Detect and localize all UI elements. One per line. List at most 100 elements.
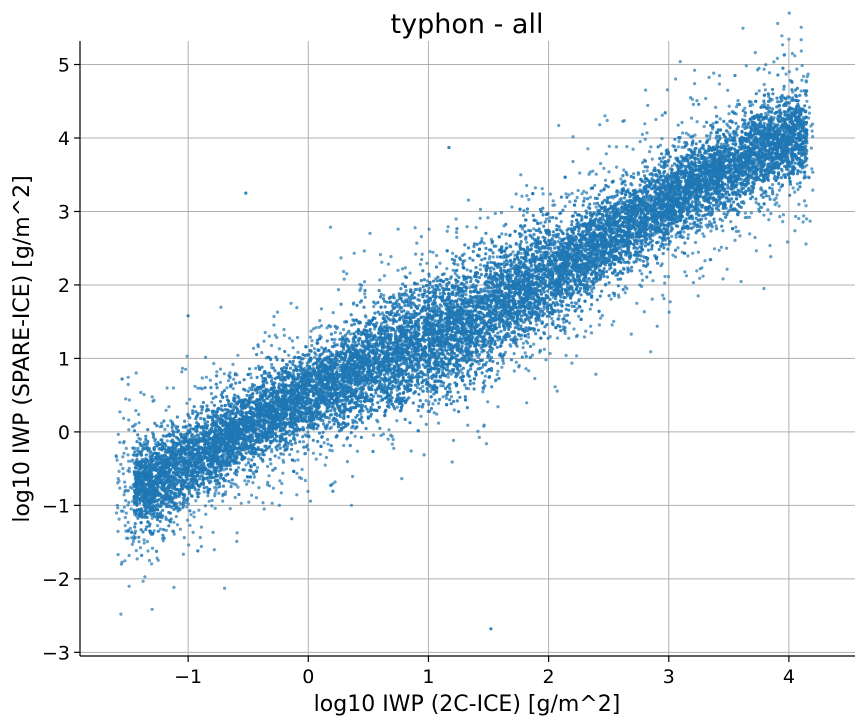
scatter-point: [471, 258, 475, 262]
scatter-point: [771, 107, 775, 111]
scatter-point: [212, 403, 216, 407]
scatter-point: [795, 172, 800, 176]
scatter-point: [561, 208, 565, 212]
scatter-point: [573, 199, 578, 203]
scatter-point: [705, 120, 709, 124]
scatter-point: [283, 349, 287, 354]
scatter-point: [466, 369, 470, 373]
scatter-point: [410, 347, 414, 351]
scatter-point: [474, 265, 478, 270]
scatter-point: [349, 431, 353, 435]
scatter-point: [798, 181, 802, 185]
scatter-point: [794, 93, 798, 97]
scatter-point: [191, 411, 195, 415]
scatter-point: [463, 395, 467, 399]
scatter-point: [777, 182, 781, 186]
scatter-point: [483, 257, 487, 261]
scatter-point: [350, 323, 354, 327]
scatter-point: [768, 197, 772, 201]
scatter-point: [564, 307, 568, 311]
scatter-point: [774, 178, 778, 183]
chart-title: typhon - all: [391, 9, 544, 40]
scatter-point: [373, 311, 377, 315]
scatter-point: [364, 426, 368, 431]
scatter-point: [532, 232, 536, 237]
scatter-point: [339, 302, 343, 306]
scatter-point: [429, 407, 434, 411]
scatter-point: [140, 553, 144, 558]
scatter-point: [619, 277, 623, 281]
scatter-point: [602, 267, 606, 271]
scatter-point: [607, 281, 611, 285]
scatter-point: [389, 300, 393, 304]
scatter-point: [750, 195, 755, 199]
scatter-point: [214, 395, 218, 399]
scatter-point: [616, 277, 620, 281]
scatter-point: [133, 522, 137, 526]
scatter-point: [543, 220, 547, 224]
scatter-point: [277, 382, 281, 386]
scatter-point: [699, 221, 703, 225]
scatter-point: [433, 398, 437, 402]
scatter-point: [501, 358, 505, 363]
scatter-point: [359, 435, 363, 439]
scatter-point: [519, 324, 523, 328]
scatter-point: [519, 240, 523, 244]
scatter-point: [764, 194, 768, 198]
scatter-points: [114, 11, 815, 631]
scatter-point: [601, 215, 605, 219]
scatter-point: [191, 436, 195, 441]
scatter-point: [607, 294, 611, 298]
scatter-point: [421, 285, 425, 289]
scatter-point: [218, 399, 223, 403]
scatter-point: [536, 328, 541, 332]
scatter-point: [136, 516, 140, 520]
scatter-point: [546, 289, 550, 293]
scatter-point: [542, 224, 546, 228]
scatter-point: [632, 176, 636, 180]
scatter-point: [360, 415, 364, 419]
scatter-point: [362, 305, 366, 309]
scatter-point: [603, 198, 607, 202]
scatter-point: [135, 440, 139, 444]
scatter-point: [686, 213, 690, 217]
scatter-point: [509, 358, 514, 362]
scatter-point: [158, 519, 162, 524]
scatter-point: [385, 315, 389, 319]
scatter-point: [534, 332, 538, 336]
scatter-point: [680, 176, 685, 180]
scatter-point: [222, 464, 226, 468]
scatter-point: [789, 182, 793, 186]
scatter-point: [490, 385, 494, 389]
scatter-point: [483, 384, 487, 388]
scatter-point: [541, 213, 545, 217]
scatter-point: [448, 390, 452, 394]
scatter-point: [458, 395, 462, 399]
scatter-point: [486, 351, 490, 355]
scatter-point: [762, 121, 766, 126]
scatter-point: [252, 455, 256, 459]
scatter-point: [132, 429, 137, 433]
scatter-point: [456, 390, 460, 394]
scatter-point: [722, 212, 726, 216]
scatter-point: [515, 338, 519, 342]
scatter-point: [191, 409, 195, 413]
scatter-point: [420, 375, 424, 379]
scatter-point: [154, 549, 159, 554]
scatter-point: [480, 371, 484, 375]
scatter-point: [472, 381, 476, 385]
scatter-point: [352, 322, 356, 326]
scatter-point: [528, 355, 532, 360]
scatter-point: [203, 386, 207, 390]
scatter-point: [661, 252, 665, 256]
scatter-point: [403, 304, 407, 308]
scatter-point: [317, 431, 322, 435]
scatter-point: [255, 352, 259, 357]
scatter-point: [646, 248, 651, 252]
scatter-point: [715, 227, 719, 231]
scatter-point: [167, 524, 171, 528]
scatter-point: [673, 248, 678, 252]
scatter-point: [161, 533, 165, 537]
scatter-point: [188, 509, 192, 513]
